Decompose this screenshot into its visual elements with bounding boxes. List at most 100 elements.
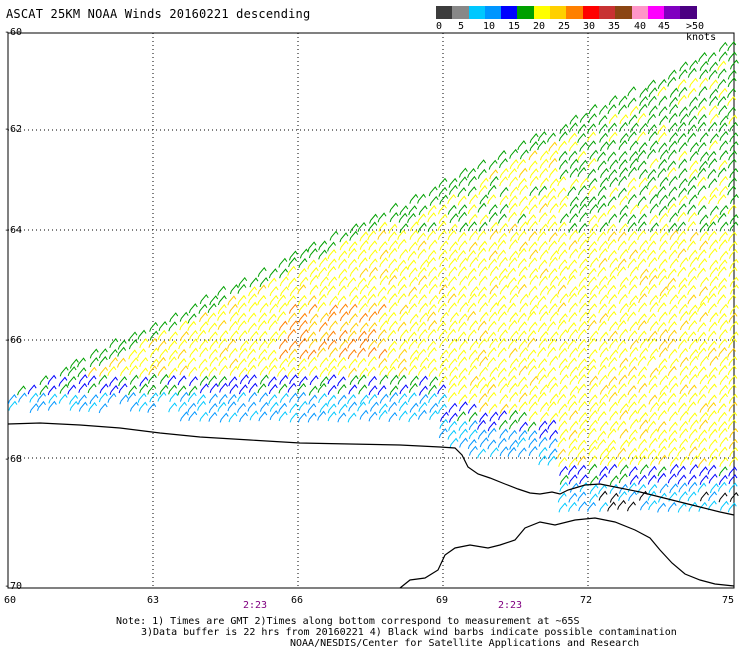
wind-barb [368, 311, 378, 322]
wind-barb [708, 158, 718, 169]
wind-barb [398, 401, 408, 412]
wind-barb [597, 231, 607, 242]
wind-barb [348, 258, 357, 269]
wind-barb [708, 285, 718, 296]
wind-barb [668, 313, 678, 324]
wind-speed-legend: 0 5 10 15 20 25 30 35 40 45 >50 knots [436, 6, 716, 43]
wind-barb [708, 428, 718, 439]
wind-barb [267, 376, 277, 387]
wind-barb [317, 410, 327, 421]
wind-barb [398, 366, 408, 377]
wind-barb [448, 338, 458, 349]
wind-barb [589, 149, 599, 160]
wind-barb [299, 349, 309, 360]
wind-barb [297, 294, 307, 305]
wind-barb [588, 113, 597, 124]
wind-barb [648, 257, 658, 268]
wind-barb [89, 348, 99, 359]
wind-barb [487, 184, 497, 195]
wind-barb [578, 203, 588, 214]
wind-barb [458, 401, 468, 412]
wind-barb [367, 293, 377, 304]
wind-barb [598, 473, 608, 484]
wind-barb [639, 428, 649, 439]
wind-barb [518, 392, 528, 403]
wind-barb [538, 275, 548, 286]
wind-barb [367, 285, 377, 296]
wind-barb [488, 159, 498, 170]
wind-barb [687, 87, 697, 98]
wind-barb [417, 240, 427, 251]
wind-barb [497, 376, 507, 387]
wind-barb [409, 193, 419, 204]
wind-barb [599, 177, 609, 188]
wind-barb [588, 177, 598, 188]
wind-barb [648, 131, 658, 142]
wind-barb [628, 409, 638, 420]
wind-barb [159, 373, 169, 384]
wind-barb [307, 241, 317, 252]
wind-barb [637, 320, 647, 331]
wind-barb [727, 347, 737, 358]
wind-barb [668, 446, 678, 457]
wind-barb [208, 348, 218, 359]
wind-barb [469, 340, 479, 351]
wind-barb [609, 266, 619, 277]
wind-barb [619, 328, 629, 339]
wind-barb [628, 114, 638, 125]
wind-barb [619, 114, 629, 125]
wind-barb [647, 283, 657, 294]
wind-barb [709, 239, 719, 250]
wind-barb [729, 141, 739, 152]
wind-barb [549, 178, 559, 189]
wind-barb [569, 482, 579, 493]
wind-barb [699, 240, 709, 251]
wind-barb [548, 448, 558, 459]
wind-barb [467, 250, 476, 261]
wind-barb [678, 187, 688, 198]
wind-barb [569, 229, 579, 240]
wind-barb [358, 294, 368, 305]
wind-barb [578, 302, 588, 313]
wind-barb [448, 412, 458, 423]
wind-barb [447, 286, 456, 297]
wind-barb [388, 340, 398, 351]
wind-barb [379, 257, 389, 268]
wind-barb [399, 384, 409, 395]
wind-barb [619, 428, 629, 439]
wind-barb [528, 150, 538, 161]
wind-barb [469, 357, 479, 368]
wind-barb [509, 357, 519, 368]
wind-barb [357, 330, 367, 341]
wind-barb [588, 394, 598, 405]
wind-barb [348, 401, 358, 412]
wind-barb [668, 175, 678, 186]
wind-barb [587, 358, 597, 369]
wind-barb [289, 392, 298, 403]
wind-barb [547, 376, 557, 387]
wind-barb [709, 113, 719, 124]
wind-barb [419, 393, 429, 404]
wind-barb [487, 383, 497, 394]
wind-barb [448, 184, 458, 195]
wind-barb [477, 293, 487, 304]
wind-barb [687, 266, 697, 277]
wind-barb [398, 348, 408, 359]
wind-barb [587, 168, 597, 179]
wind-barb [338, 347, 348, 358]
wind-barb [558, 403, 568, 414]
wind-barb [107, 365, 117, 376]
wind-barb [557, 302, 567, 313]
wind-barb [327, 285, 336, 296]
wind-barb [247, 364, 257, 375]
wind-barb [719, 150, 729, 161]
wind-barb [678, 142, 688, 153]
wind-barb [718, 427, 728, 438]
wind-barb [467, 267, 477, 278]
wind-barb [659, 328, 669, 339]
wind-barb [659, 149, 669, 160]
wind-barb [447, 391, 457, 402]
wind-barb [507, 302, 517, 313]
wind-barb [258, 348, 268, 359]
wind-barb [549, 355, 559, 366]
